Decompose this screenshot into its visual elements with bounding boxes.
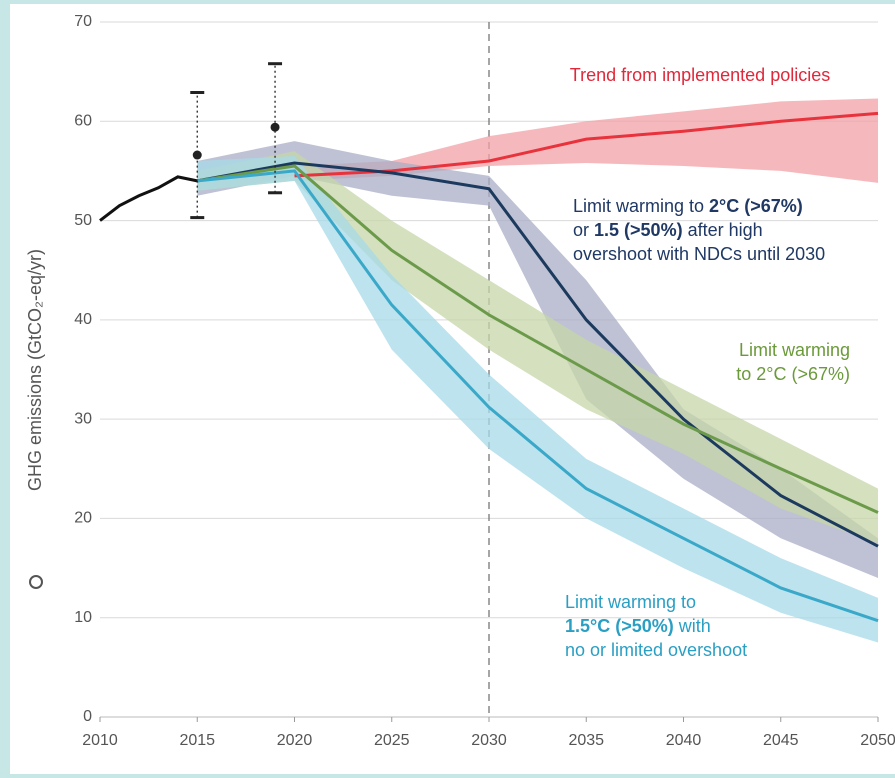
y-axis-icon — [29, 575, 43, 589]
uncertainty-band — [197, 156, 878, 643]
x-tick-label: 2045 — [763, 732, 799, 749]
y-axis-label: GHG emissions (GtCO₂-eq/yr) — [25, 249, 45, 491]
y-tick-label: 40 — [74, 311, 92, 328]
estimate-point — [192, 150, 202, 160]
series-label-part: Trend from implemented policies — [570, 65, 830, 85]
y-tick-label: 60 — [74, 113, 92, 130]
uncertainty-band — [197, 141, 878, 578]
y-tick-label: 0 — [83, 708, 92, 725]
y-tick-label: 20 — [74, 510, 92, 527]
x-tick-label: 2030 — [471, 732, 507, 749]
x-tick-label: 2040 — [666, 732, 702, 749]
y-tick-label: 30 — [74, 410, 92, 427]
series-label-part: Limit warming — [739, 340, 850, 360]
series-label-part: 2°C (>67%) — [709, 196, 803, 216]
series-label: Limit warming to — [565, 592, 696, 612]
y-tick-label: 10 — [74, 609, 92, 626]
series-label: overshoot with NDCs until 2030 — [573, 244, 825, 264]
scenario-line — [196, 161, 879, 548]
series-label-part: overshoot with NDCs until 2030 — [573, 244, 825, 264]
series-label-part: Limit warming to — [565, 592, 696, 612]
scenario-line — [197, 169, 879, 623]
series-label: or 1.5 (>50%) after high — [573, 220, 763, 240]
scenario-line — [197, 164, 879, 514]
x-tick-label: 2010 — [82, 732, 118, 749]
series-label: no or limited overshoot — [565, 640, 747, 660]
series-label-part: or — [573, 220, 594, 240]
x-tick-label: 2015 — [179, 732, 215, 749]
series-label: Limit warming to 2°C (>67%) — [573, 196, 803, 216]
series-label: to 2°C (>67%) — [736, 364, 850, 384]
x-tick-label: 2035 — [568, 732, 604, 749]
series-label-part: to 2°C (>67%) — [736, 364, 850, 384]
series-label-part: 1.5°C (>50%) — [565, 616, 674, 636]
estimate-point — [270, 122, 280, 132]
history-line — [99, 175, 198, 222]
y-tick-label: 50 — [74, 212, 92, 229]
series-label-part: Limit warming to — [573, 196, 709, 216]
x-tick-label: 2050 — [860, 732, 895, 749]
series-label-part: after high — [683, 220, 763, 240]
series-label-part: no or limited overshoot — [565, 640, 747, 660]
series-label-part: with — [674, 616, 711, 636]
series-label: 1.5°C (>50%) with — [565, 616, 711, 636]
series-label-part: 1.5 (>50%) — [594, 220, 683, 240]
series-label: Limit warming — [739, 340, 850, 360]
series-label: Trend from implemented policies — [570, 65, 830, 85]
x-tick-label: 2020 — [277, 732, 313, 749]
y-tick-label: 70 — [74, 13, 92, 30]
scenario-line — [294, 111, 879, 178]
x-tick-label: 2025 — [374, 732, 410, 749]
